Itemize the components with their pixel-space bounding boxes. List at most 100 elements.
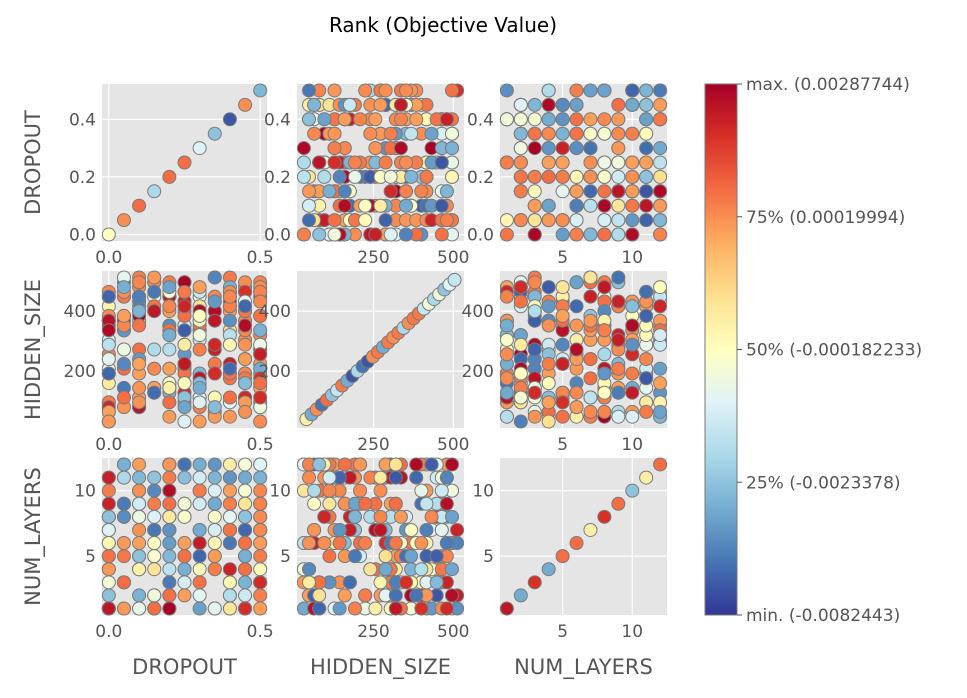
x-tick-label: 0.5	[247, 622, 274, 642]
scatter-point	[192, 601, 207, 616]
scatter-point	[132, 356, 147, 371]
scatter-point	[238, 588, 253, 603]
scatter-point	[419, 496, 434, 511]
scatter-point	[583, 155, 598, 170]
scatter-point	[583, 141, 598, 156]
scatter-point	[625, 385, 640, 400]
scatter-point	[337, 198, 352, 213]
scatter-point	[132, 522, 147, 537]
scatter-point	[639, 404, 654, 419]
scatter-point	[513, 155, 528, 170]
scatter-point	[116, 549, 131, 564]
scatter-point	[358, 83, 373, 98]
scatter-point	[147, 549, 162, 564]
y-axis-label: NUM_LAYERS	[21, 467, 46, 606]
scatter-point	[222, 289, 237, 304]
scatter-point	[597, 155, 612, 170]
scatter-point	[238, 404, 253, 419]
scatter-point	[162, 483, 177, 498]
scatter-point	[192, 575, 207, 590]
scatter-point	[597, 509, 612, 524]
scatter-point	[414, 536, 429, 551]
scatter-point	[192, 536, 207, 551]
scatter-point	[101, 337, 116, 352]
scatter-point	[513, 390, 528, 405]
scatter-point	[569, 318, 584, 333]
scatter-point	[541, 198, 556, 213]
scatter-point	[597, 347, 612, 362]
colorbar	[704, 83, 738, 616]
points	[296, 83, 465, 242]
scatter-point	[373, 198, 388, 213]
scatter-point	[429, 575, 444, 590]
scatter-point	[207, 601, 222, 616]
scatter-point	[383, 227, 398, 242]
scatter-point	[625, 483, 640, 498]
scatter-point	[653, 361, 668, 376]
scatter-point	[147, 496, 162, 511]
x-tick-label: 10	[621, 248, 643, 268]
scatter-point	[101, 522, 116, 537]
scatter-point	[322, 470, 337, 485]
scatter-point	[444, 457, 459, 472]
scatter-point	[207, 483, 222, 498]
scatter-point	[332, 601, 347, 616]
scatter-point	[597, 184, 612, 199]
y-tick-label: 0.4	[467, 110, 494, 130]
scatter-point	[332, 536, 347, 551]
scatter-point	[527, 126, 542, 141]
scatter-point	[132, 380, 147, 395]
scatter-point	[597, 280, 612, 295]
scatter-point	[162, 380, 177, 395]
scatter-point	[253, 470, 268, 485]
scatter-point	[192, 308, 207, 323]
scatter-point	[238, 536, 253, 551]
scatter-point	[583, 198, 598, 213]
panel-dropout-vs-num_layers: 0.0 0.2 0.4 5 10	[467, 83, 668, 268]
scatter-point	[222, 313, 237, 328]
scatter-point	[101, 601, 116, 616]
points	[101, 270, 268, 429]
scatter-point	[302, 83, 317, 98]
scatter-point	[238, 97, 253, 112]
scatter-point	[625, 169, 640, 184]
scatter-point	[653, 83, 668, 98]
scatter-point	[207, 549, 222, 564]
scatter-point	[177, 509, 192, 524]
scatter-point	[499, 155, 514, 170]
y-tick-label: 0.4	[264, 110, 291, 130]
scatter-point	[238, 496, 253, 511]
scatter-point	[253, 483, 268, 498]
scatter-point	[527, 275, 542, 290]
scatter-point	[611, 155, 626, 170]
scatter-point	[207, 509, 222, 524]
scatter-point	[373, 522, 388, 537]
scatter-point	[373, 97, 388, 112]
scatter-point	[555, 549, 570, 564]
scatter-point	[147, 304, 162, 319]
scatter-point	[238, 470, 253, 485]
scatter-point	[383, 184, 398, 199]
scatter-point	[116, 536, 131, 551]
scatter-point	[358, 213, 373, 228]
scatter-point	[101, 509, 116, 524]
scatter-point	[222, 390, 237, 405]
scatter-point	[192, 549, 207, 564]
scatter-point	[399, 155, 414, 170]
scatter-point	[653, 404, 668, 419]
y-tick-label: 0.2	[69, 168, 96, 188]
scatter-point	[238, 318, 253, 333]
y-tick-label: 10	[74, 482, 96, 502]
scatter-point	[639, 198, 654, 213]
scatter-point	[569, 536, 584, 551]
scatter-point	[653, 155, 668, 170]
scatter-point	[222, 361, 237, 376]
scatter-point	[373, 575, 388, 590]
scatter-point	[393, 97, 408, 112]
scatter-point	[583, 227, 598, 242]
scatter-point	[444, 169, 459, 184]
scatter-point	[373, 509, 388, 524]
y-tick-label: 400	[259, 302, 291, 322]
x-axis-label: DROPOUT	[132, 655, 237, 679]
scatter-point	[541, 318, 556, 333]
